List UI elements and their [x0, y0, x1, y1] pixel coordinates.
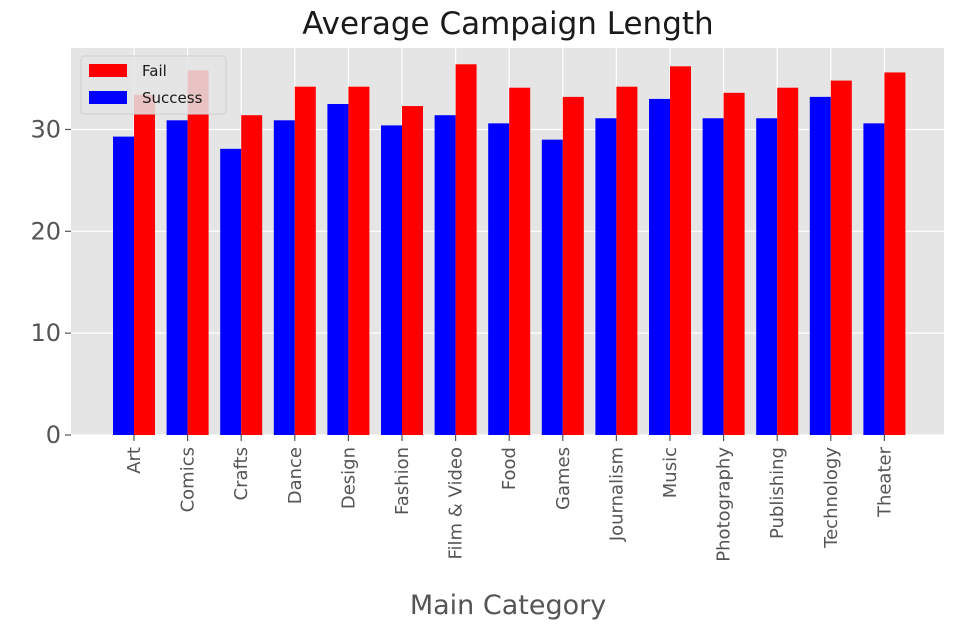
- x-tick-label: Photography: [714, 447, 735, 562]
- bar-fail-design: [348, 86, 370, 435]
- bar-success-fashion: [381, 125, 402, 436]
- chart-title: Average Campaign Length: [302, 6, 713, 42]
- x-tick-label: Dance: [285, 447, 306, 504]
- x-tick-label: Journalism: [606, 447, 627, 542]
- bar-fail-music: [670, 66, 691, 436]
- y-tick-label: 20: [30, 217, 61, 245]
- legend-swatch-success: [89, 91, 127, 104]
- bars: [113, 64, 906, 436]
- bar-fail-art: [134, 94, 155, 436]
- legend: Fail Success: [80, 55, 227, 115]
- bar-fail-technology: [830, 80, 852, 435]
- bar-fail-food: [509, 87, 531, 436]
- bar-success-dance: [273, 120, 295, 435]
- bar-success-theater: [863, 123, 885, 435]
- x-tick-label: Design: [338, 447, 359, 509]
- x-tick-label: Theater: [874, 446, 895, 518]
- x-tick-label: Comics: [178, 447, 199, 512]
- x-tick-label: Publishing: [767, 447, 788, 539]
- x-tick-label: Fashion: [392, 447, 413, 515]
- legend-label-fail: Fail: [142, 62, 167, 80]
- bar-fail-publishing: [777, 87, 799, 436]
- x-tick-label: Food: [499, 447, 520, 490]
- bar-fail-journalism: [616, 86, 638, 435]
- y-tick-label: 30: [30, 115, 61, 143]
- x-tick-label: Technology: [821, 447, 842, 549]
- x-tick-label: Art: [124, 447, 145, 474]
- x-tick-label: Crafts: [231, 447, 252, 500]
- bar-fail-comics: [187, 70, 209, 435]
- bar-success-food: [488, 123, 510, 435]
- legend-label-success: Success: [142, 89, 203, 107]
- x-tick-label: Film & Video: [446, 447, 467, 560]
- bar-success-games: [541, 139, 563, 435]
- y-tick-label: 10: [30, 319, 61, 347]
- bar-success-comics: [166, 120, 188, 435]
- y-axis: 0 10 20 30: [30, 115, 71, 449]
- bar-success-publishing: [756, 118, 778, 435]
- bar-success-art: [113, 136, 134, 435]
- bar-fail-photography: [723, 92, 745, 436]
- bar-success-music: [649, 98, 670, 435]
- bar-fail-dance: [294, 86, 316, 435]
- x-axis: Art Comics Crafts Dance Design Fashion Film & …: [124, 435, 895, 562]
- bar-success-journalism: [595, 118, 617, 435]
- y-tick-label: 0: [46, 421, 61, 449]
- bar-fail-fashion: [402, 106, 423, 436]
- bar-success-photography: [702, 118, 724, 435]
- bar-success-film-video: [434, 115, 456, 435]
- legend-swatch-fail: [89, 64, 127, 77]
- bar-fail-theater: [884, 72, 906, 435]
- x-axis-label: Main Category: [410, 590, 606, 621]
- bar-success-crafts: [220, 148, 242, 436]
- bar-success-technology: [809, 96, 831, 435]
- x-tick-label: Music: [660, 447, 681, 498]
- bar-fail-film-video: [455, 64, 477, 435]
- x-tick-label: Games: [553, 447, 574, 510]
- bar-fail-games: [562, 96, 584, 435]
- bar-success-design: [327, 104, 349, 436]
- bar-fail-crafts: [241, 115, 263, 435]
